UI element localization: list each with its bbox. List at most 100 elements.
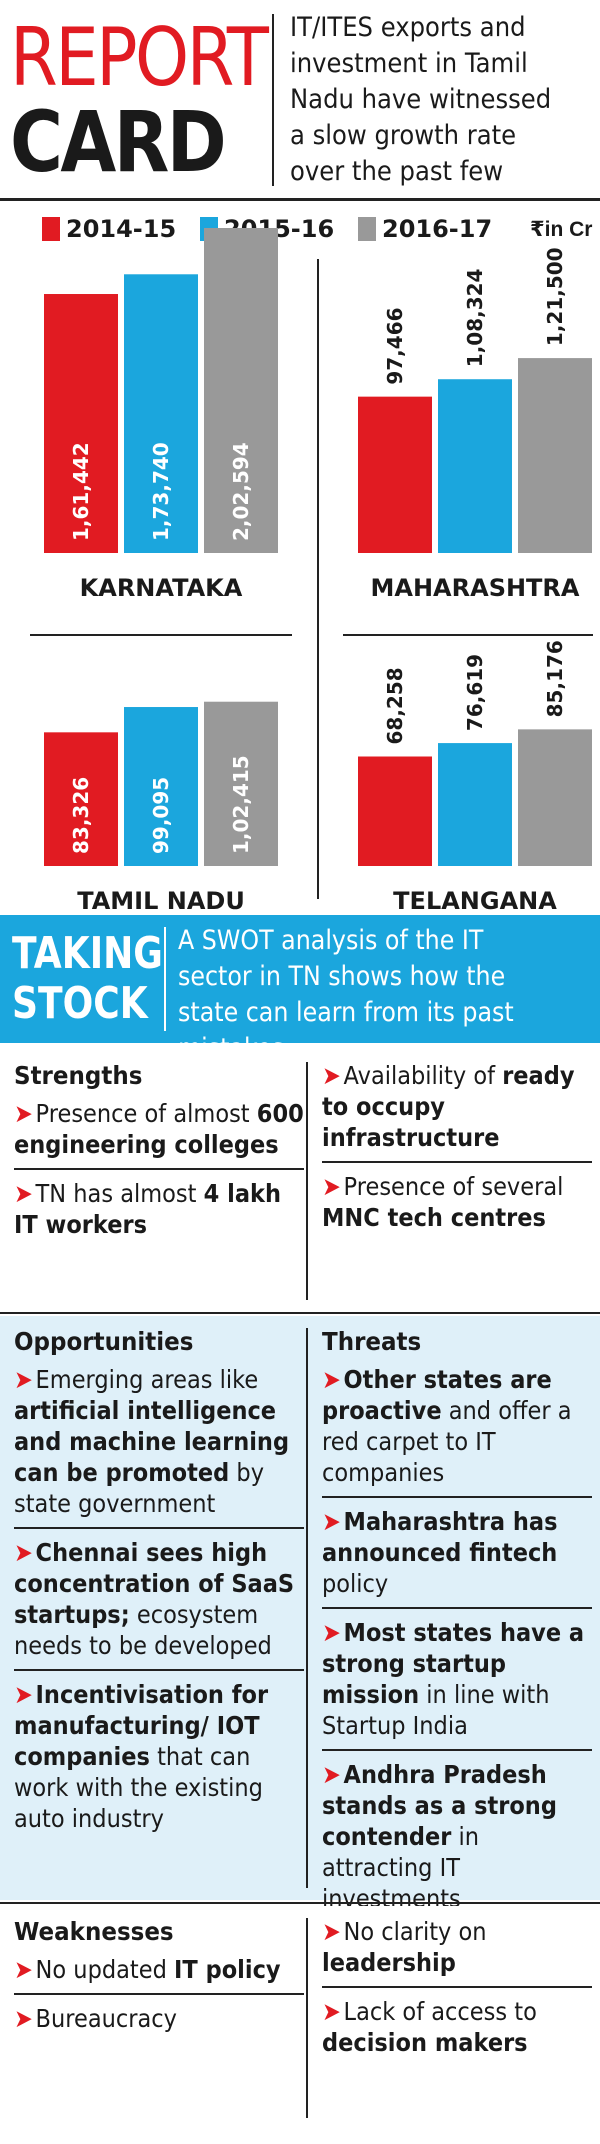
value-label: 1,08,324 <box>463 269 487 368</box>
taking-stock-banner: TAKING STOCK A SWOT analysis of the IT s… <box>0 915 600 1064</box>
legend-label: 2014-15 <box>66 215 177 243</box>
chart-telangana: 68,258 76,619 85,176 TELANGANA <box>358 640 592 913</box>
value-label: 99,095 <box>149 777 173 854</box>
state-label: TAMIL NADU <box>77 887 245 913</box>
opportunities-threats-block: Opportunities ➤ Emerging areas like artif… <box>0 1316 600 1913</box>
item-divider <box>14 1168 304 1170</box>
chart-karnataka: 1,61,442 1,73,740 2,02,594 KARNATAKA <box>44 228 278 602</box>
item-divider <box>14 1669 304 1671</box>
title-report: REPORT <box>10 11 269 104</box>
item-divider <box>322 1161 592 1163</box>
weakness-item: ➤ Bureaucracy <box>14 2004 177 2033</box>
value-label: 68,258 <box>383 667 407 744</box>
bar-2016-17 <box>204 228 278 553</box>
item-divider <box>322 1607 592 1609</box>
legend-swatch <box>358 217 376 241</box>
weakness-item: ➤ No clarity on leadership <box>322 1917 487 1977</box>
value-label: 1,21,500 <box>543 247 567 346</box>
weaknesses-block: Weaknesses ➤ No updated IT policy ➤ Bureau… <box>0 1906 600 2140</box>
state-label: MAHARASHTRA <box>371 574 580 602</box>
arrow-icon: ➤ <box>322 1172 341 1201</box>
threats-column: Threats ➤ Other states are proactive and … <box>322 1326 592 1914</box>
panel-divider-right <box>343 634 593 636</box>
column-divider <box>306 1918 308 2118</box>
value-label: 1,73,740 <box>149 442 173 541</box>
legend-item-2014-15: 2014-15 <box>42 215 176 243</box>
item-divider <box>322 1749 592 1751</box>
arrow-icon: ➤ <box>322 1760 341 1789</box>
arrow-icon: ➤ <box>14 1179 33 1208</box>
panel-divider-vertical <box>317 259 319 899</box>
bar-2015-16 <box>438 743 512 866</box>
banner-title: TAKING STOCK <box>12 929 163 1029</box>
weaknesses-heading: Weaknesses <box>14 1917 174 1946</box>
banner-title-line1: TAKING <box>12 928 163 979</box>
item-divider <box>322 1986 592 1988</box>
weaknesses-right-column: ➤ No clarity on leadership ➤ Lack of acces… <box>322 1916 592 2058</box>
strengths-left-column: Strengths ➤ Presence of almost 600 engine… <box>14 1060 304 1240</box>
banner-divider <box>164 927 166 1031</box>
arrow-icon: ➤ <box>322 1507 341 1536</box>
bar-2016-17 <box>518 358 592 553</box>
strength-item: ➤ Availability of ready to occupy infrast… <box>322 1061 575 1152</box>
threat-item: ➤ Andhra Pradesh stands as a strong conte… <box>322 1760 557 1913</box>
column-divider <box>306 1062 308 1300</box>
state-label: TELANGANA <box>393 887 557 913</box>
state-label: KARNATAKA <box>80 574 243 602</box>
bar-2015-16 <box>124 707 198 866</box>
legend-label: 2016-17 <box>382 215 493 243</box>
bar-charts: 1,61,442 1,73,740 2,02,594 KARNATAKA 97,466 1… <box>44 228 592 913</box>
report-card-header: REPORT CARD IT/ITES exports and investme… <box>0 0 600 223</box>
opportunity-item: ➤ Chennai sees high concentration of SaaS… <box>14 1538 295 1660</box>
value-label: 97,466 <box>383 307 407 384</box>
legend-unit: ₹in Cr <box>530 218 593 241</box>
threat-item: ➤ Most states have a strong startup missi… <box>322 1618 585 1740</box>
bar-2015-16 <box>438 379 512 553</box>
strength-item: ➤ TN has almost 4 lakh IT workers <box>14 1179 282 1239</box>
arrow-icon: ➤ <box>322 1917 341 1946</box>
arrow-icon: ➤ <box>14 1680 33 1709</box>
chart-tamil-nadu: 83,326 99,095 1,02,415 TAMIL NADU <box>44 701 278 913</box>
bar-2016-17 <box>518 729 592 866</box>
legend-item-2016-17: 2016-17 <box>358 215 492 243</box>
strengths-right-column: ➤ Availability of ready to occupy infrast… <box>322 1060 592 1233</box>
opportunity-item: ➤ Incentivisation for manufacturing/ IOT … <box>14 1680 269 1833</box>
bar-2014-15 <box>358 396 432 553</box>
threats-heading: Threats <box>322 1327 422 1356</box>
threat-item: ➤ Other states are proactive and offer a … <box>322 1365 572 1487</box>
arrow-icon: ➤ <box>322 1365 341 1394</box>
strengths-block: Strengths ➤ Presence of almost 600 engine… <box>0 1050 600 1310</box>
value-label: 1,02,415 <box>229 755 253 854</box>
value-label: 85,176 <box>543 640 567 717</box>
section-divider <box>0 1312 600 1314</box>
banner-title-line2: STOCK <box>12 978 148 1029</box>
opportunities-column: Opportunities ➤ Emerging areas like artif… <box>14 1326 304 1834</box>
banner-description: A SWOT analysis of the IT sector in TN s… <box>178 925 514 1064</box>
value-label: 2,02,594 <box>229 442 253 541</box>
weakness-item: ➤ Lack of access to decision makers <box>322 1997 537 2057</box>
arrow-icon: ➤ <box>14 1099 33 1128</box>
arrow-icon: ➤ <box>14 2004 33 2033</box>
weaknesses-left-column: Weaknesses ➤ No updated IT policy ➤ Bureau… <box>14 1916 304 2034</box>
item-divider <box>322 1496 592 1498</box>
arrow-icon: ➤ <box>14 1365 33 1394</box>
strength-item: ➤ Presence of several MNC tech centres <box>322 1172 564 1232</box>
arrow-icon: ➤ <box>14 1538 33 1567</box>
arrow-icon: ➤ <box>14 1955 33 1984</box>
bar-2016-17 <box>204 701 278 866</box>
value-label: 83,326 <box>69 777 93 854</box>
item-divider <box>14 1993 304 1995</box>
item-divider <box>14 1527 304 1529</box>
bar-2015-16 <box>124 274 198 553</box>
chart-panel: 2014-15 2015-16 2016-17 ₹in Cr 1,61,442 1… <box>0 198 600 913</box>
chart-maharashtra: 97,466 1,08,324 1,21,500 MAHARASHTRA <box>358 247 592 602</box>
column-divider <box>306 1328 308 1888</box>
header-divider <box>272 14 274 186</box>
opportunity-item: ➤ Emerging areas like artificial intellig… <box>14 1365 290 1518</box>
bar-2014-15 <box>358 756 432 866</box>
value-label: 1,61,442 <box>69 442 93 541</box>
header-description: IT/ITES exports and investment in Tamil … <box>290 12 552 223</box>
opportunities-heading: Opportunities <box>14 1327 194 1356</box>
legend: 2014-15 2015-16 2016-17 ₹in Cr <box>0 201 600 251</box>
strength-item: ➤ Presence of almost 600 engineering coll… <box>14 1099 304 1159</box>
